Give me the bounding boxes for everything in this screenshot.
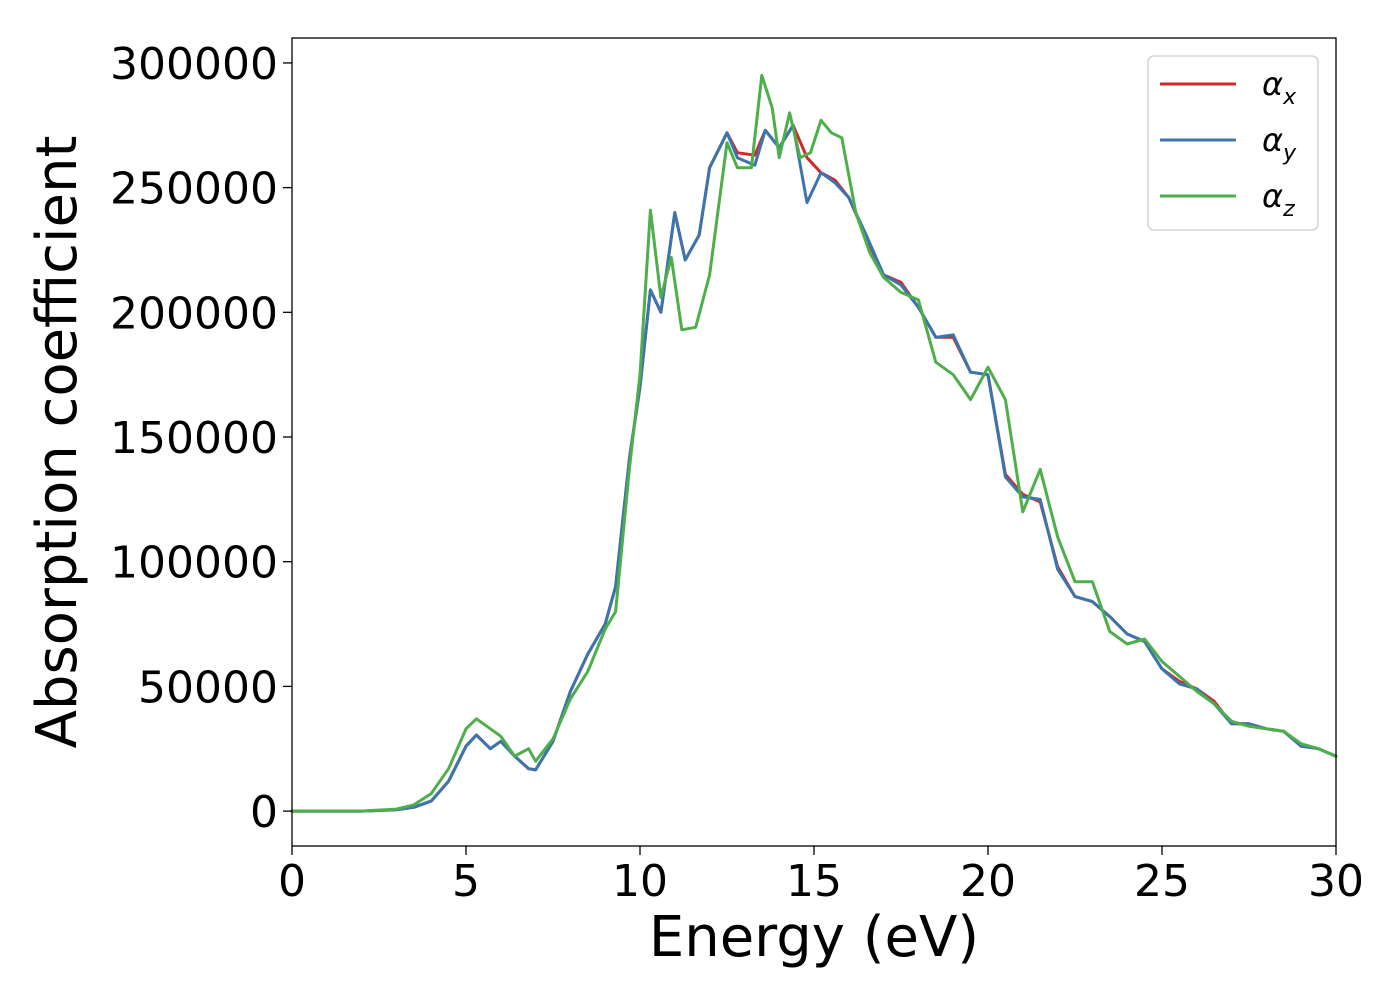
y-tick-label: 250000: [110, 164, 278, 215]
x-tick-label: 5: [452, 856, 480, 907]
series-line-z: [290, 73, 1338, 813]
x-tick-label: 20: [960, 856, 1016, 907]
y-tick-label: 300000: [110, 39, 278, 90]
legend-label-z: αz: [1262, 177, 1295, 222]
x-axis-title: Energy (eV): [649, 905, 979, 970]
series-layer: [290, 73, 1338, 813]
y-axis-ticks: 0 50000 100000 150000 200000 250000 300000: [110, 39, 292, 838]
y-tick-label: 0: [250, 787, 278, 838]
legend-label-y: αy: [1262, 121, 1297, 166]
x-tick-label: 30: [1308, 856, 1364, 907]
y-axis-title: Absorption coefficient: [25, 136, 90, 749]
y-tick-label: 50000: [138, 662, 278, 713]
legend: αx αy αz: [1147, 55, 1319, 231]
x-tick-label: 15: [786, 856, 842, 907]
legend-box: [1147, 55, 1319, 231]
x-axis-ticks: 0 5 10 15 20 25 30: [278, 846, 1364, 907]
y-tick-label: 100000: [110, 538, 278, 589]
x-tick-label: 25: [1134, 856, 1190, 907]
y-tick-label: 150000: [110, 413, 278, 464]
y-tick-label: 200000: [110, 288, 278, 339]
legend-label-x: αx: [1262, 65, 1297, 110]
x-tick-label: 10: [612, 856, 668, 907]
x-tick-label: 0: [278, 856, 306, 907]
